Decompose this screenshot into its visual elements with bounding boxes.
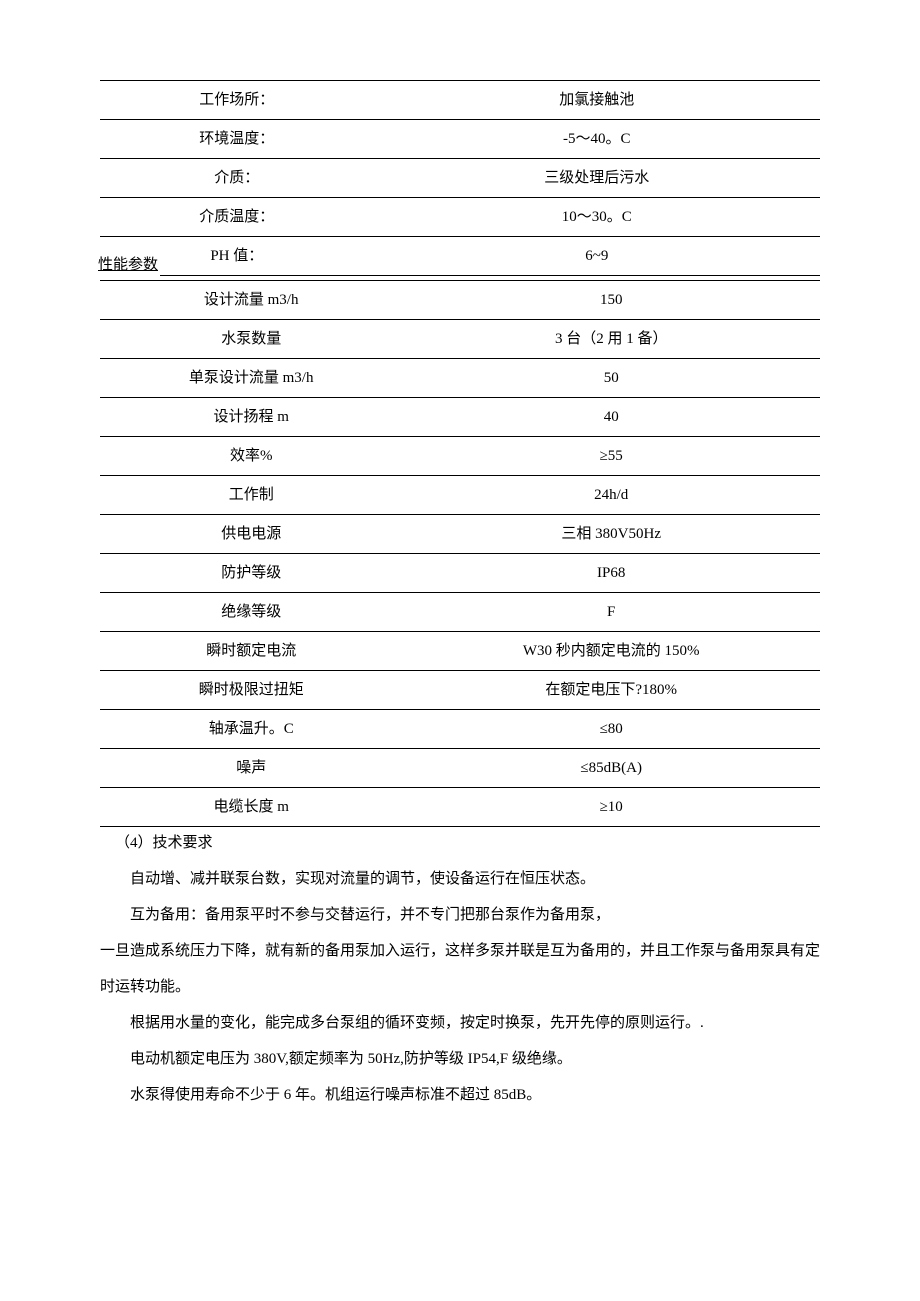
cell-label: 设计流量 m3/h <box>100 281 402 320</box>
performance-table: 设计流量 m3/h150 水泵数量3 台（2 用 1 备） 单泵设计流量 m3/… <box>100 280 820 827</box>
paragraph: 自动增、减并联泵台数，实现对流量的调节，使设备运行在恒压状态。 <box>100 861 820 897</box>
cell-value: ≥55 <box>402 437 820 476</box>
cell-value: ≥10 <box>402 788 820 827</box>
cell-label: 介质温度： <box>100 198 374 237</box>
paragraph: 水泵得使用寿命不少于 6 年。机组运行噪声标准不超过 85dB。 <box>100 1077 820 1113</box>
cell-value: IP68 <box>402 554 820 593</box>
section-heading: （4）技术要求 <box>115 831 820 855</box>
cell-value: 三级处理后污水 <box>374 159 820 198</box>
table-row: 水泵数量3 台（2 用 1 备） <box>100 320 820 359</box>
cell-label: 环境温度： <box>100 120 374 159</box>
cell-label: 绝缘等级 <box>100 593 402 632</box>
table-row: 介质温度： 10～30。C <box>100 198 820 237</box>
cell-value: 在额定电压下?180% <box>402 671 820 710</box>
table-row: 介质： 三级处理后污水 <box>100 159 820 198</box>
cell-value: 50 <box>402 359 820 398</box>
table-row: 噪声≤85dB(A) <box>100 749 820 788</box>
ph-label: PH 值： <box>210 248 263 264</box>
table-row: 绝缘等级F <box>100 593 820 632</box>
paragraph: 互为备用：备用泵平时不参与交替运行，并不专门把那台泵作为备用泵， <box>100 897 820 933</box>
cell-label: 瞬时额定电流 <box>100 632 402 671</box>
cell-label: 轴承温升。C <box>100 710 402 749</box>
cell-value: 24h/d <box>402 476 820 515</box>
conditions-table: 工作场所： 加氯接触池 环境温度： -5～40。C 介质： 三级处理后污水 介质… <box>100 80 820 276</box>
section-label: 性能参数 <box>98 253 160 277</box>
table-row: 性能参数 PH 值： 6~9 <box>100 237 820 276</box>
cell-label: 电缆长度 m <box>100 788 402 827</box>
table-row: 效率%≥55 <box>100 437 820 476</box>
cell-label: 水泵数量 <box>100 320 402 359</box>
cell-label: 性能参数 PH 值： <box>100 237 374 276</box>
cell-label: 噪声 <box>100 749 402 788</box>
table-row: 设计扬程 m40 <box>100 398 820 437</box>
paragraph: 电动机额定电压为 380V,额定频率为 50Hz,防护等级 IP54,F 级绝缘… <box>100 1041 820 1077</box>
cell-value: -5～40。C <box>374 120 820 159</box>
cell-value: 6~9 <box>374 237 820 276</box>
cell-value: 150 <box>402 281 820 320</box>
cell-label: 效率% <box>100 437 402 476</box>
cell-value: 10～30。C <box>374 198 820 237</box>
cell-value: W30 秒内额定电流的 150% <box>402 632 820 671</box>
requirements-text: 自动增、减并联泵台数，实现对流量的调节，使设备运行在恒压状态。 互为备用：备用泵… <box>100 861 820 1113</box>
table-row: 单泵设计流量 m3/h50 <box>100 359 820 398</box>
cell-label: 供电电源 <box>100 515 402 554</box>
table-row: 设计流量 m3/h150 <box>100 281 820 320</box>
paragraph: 一旦造成系统压力下降，就有新的备用泵加入运行，这样多泵并联是互为备用的，并且工作… <box>100 933 820 1005</box>
cell-value: 40 <box>402 398 820 437</box>
cell-label: 工作制 <box>100 476 402 515</box>
table-row: 工作制24h/d <box>100 476 820 515</box>
cell-value: 加氯接触池 <box>374 81 820 120</box>
cell-label: 设计扬程 m <box>100 398 402 437</box>
paragraph: 根据用水量的变化，能完成多台泵组的循环变频，按定时换泵，先开先停的原则运行。. <box>100 1005 820 1041</box>
table-row: 工作场所： 加氯接触池 <box>100 81 820 120</box>
cell-value: ≤80 <box>402 710 820 749</box>
table-row: 瞬时额定电流W30 秒内额定电流的 150% <box>100 632 820 671</box>
cell-value: 3 台（2 用 1 备） <box>402 320 820 359</box>
cell-value: ≤85dB(A) <box>402 749 820 788</box>
table-row: 供电电源三相 380V50Hz <box>100 515 820 554</box>
table-row: 电缆长度 m≥10 <box>100 788 820 827</box>
table-row: 轴承温升。C≤80 <box>100 710 820 749</box>
table-row: 防护等级IP68 <box>100 554 820 593</box>
cell-label: 工作场所： <box>100 81 374 120</box>
cell-label: 瞬时极限过扭矩 <box>100 671 402 710</box>
cell-label: 介质： <box>100 159 374 198</box>
cell-label: 单泵设计流量 m3/h <box>100 359 402 398</box>
table-row: 环境温度： -5～40。C <box>100 120 820 159</box>
cell-value: F <box>402 593 820 632</box>
table-row: 瞬时极限过扭矩在额定电压下?180% <box>100 671 820 710</box>
cell-label: 防护等级 <box>100 554 402 593</box>
cell-value: 三相 380V50Hz <box>402 515 820 554</box>
